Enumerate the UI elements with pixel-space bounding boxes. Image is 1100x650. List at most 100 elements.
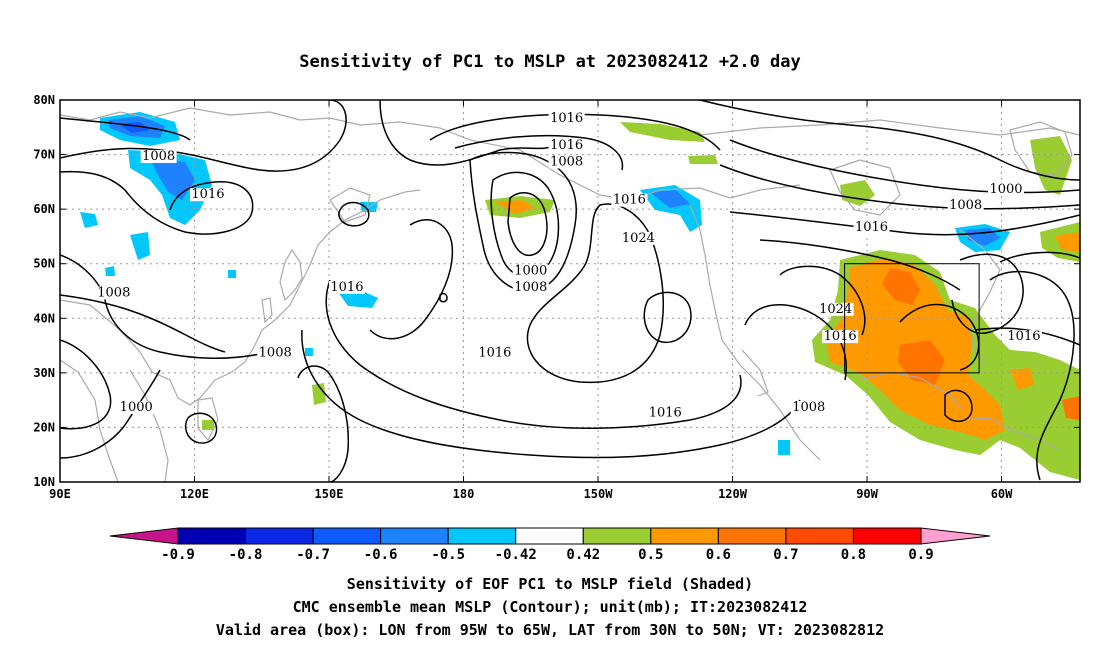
contour-label-bg — [548, 139, 585, 153]
lon-label: 150W — [584, 487, 614, 501]
contour-line — [507, 192, 548, 256]
coastline-asia — [60, 107, 471, 141]
coastline-caribbean — [959, 417, 1061, 451]
positive-patch-main — [882, 268, 920, 305]
colorbar: -0.9 -0.8 -0.7 -0.6 -0.5 -0.42 0.42 0.5 0.6 0.7 0.… — [109, 527, 991, 563]
positive-patch — [1030, 136, 1072, 195]
negative-patch — [640, 185, 702, 232]
contour-line — [325, 279, 742, 429]
coastline-korea — [261, 297, 273, 324]
contour-label: 1016 — [1007, 329, 1040, 344]
contour-label-bg — [790, 401, 827, 415]
contour-label-bg — [257, 346, 294, 360]
mslp-contours — [60, 100, 1080, 482]
lon-label: 150E — [315, 487, 344, 501]
colorbar-label: 0.6 — [706, 547, 731, 563]
colorbar-swatch — [177, 527, 247, 545]
contour-label: 1016 — [855, 220, 888, 235]
contour-label: 1016 — [824, 329, 857, 344]
negative-patch — [338, 290, 378, 308]
contour-label-bg — [512, 264, 549, 278]
contour-line — [439, 292, 448, 303]
contour-line — [184, 412, 218, 444]
footer-line-1: Sensitivity of EOF PC1 to MSLP field (Sh… — [347, 575, 753, 593]
positive-patch-main — [1062, 396, 1080, 420]
colorbar-swatch — [515, 527, 584, 545]
contour-line — [974, 327, 1080, 346]
colorbar-label: -0.9 — [161, 547, 195, 563]
positive-patch — [495, 200, 535, 214]
coastline-japan — [279, 248, 303, 302]
contour-label: 1008 — [97, 285, 130, 300]
lat-label: 30N — [33, 366, 55, 380]
colorbar-swatch — [650, 527, 719, 545]
contour-line — [951, 253, 1024, 334]
positive-patch — [1055, 232, 1080, 252]
figure-title: Sensitivity of PC1 to MSLP at 2023082412… — [299, 52, 801, 72]
contour-label: 1016 — [649, 406, 682, 421]
contour-line — [60, 170, 254, 235]
lat-label: 50N — [33, 257, 55, 271]
contour-line — [429, 113, 721, 151]
contour-line — [60, 254, 261, 360]
contour-line — [60, 369, 161, 459]
coastline-indochina — [129, 369, 169, 482]
contour-label: 1016 — [191, 187, 224, 202]
lon-label: 120E — [180, 487, 209, 501]
colorbar-label: -0.8 — [229, 547, 263, 563]
contour-label: 1000 — [989, 182, 1022, 197]
positive-patch-main — [898, 340, 945, 385]
contour-label: 1008 — [550, 154, 583, 169]
coastline-philippines — [197, 397, 219, 442]
contour-line — [989, 270, 1075, 481]
contour-label-bg — [822, 330, 859, 344]
contour-label-bg — [620, 231, 657, 245]
lat-label: 80N — [33, 93, 55, 107]
contour-label: 1008 — [949, 198, 982, 213]
valid-area-box — [844, 263, 980, 374]
negative-patch — [130, 232, 150, 260]
contour-label-bg — [140, 150, 177, 164]
colorbar-low-triangle — [109, 527, 179, 545]
colorbar-label: 0.9 — [908, 547, 933, 563]
colorbar-swatch — [582, 527, 652, 545]
contour-line — [379, 100, 556, 166]
contour-line — [60, 100, 347, 172]
contour-label-bg — [118, 401, 155, 415]
negative-patch — [228, 270, 236, 278]
lon-label: 120W — [718, 487, 748, 501]
contour-label-bg — [189, 188, 226, 202]
contour-label: 1000 — [120, 400, 153, 415]
coastline-arctic — [699, 119, 1080, 136]
coastline-hudson — [829, 159, 901, 216]
contour-label-bg — [988, 182, 1025, 196]
colorbar-swatch — [785, 527, 854, 545]
contour-line — [60, 117, 191, 141]
coastline-greenland — [1009, 121, 1073, 176]
lat-label: 60N — [33, 202, 55, 216]
coastline-baja — [741, 349, 769, 397]
sensitivity-shading — [80, 112, 1080, 480]
negative-patch — [80, 212, 98, 228]
contour-label: 1016 — [478, 345, 511, 360]
lat-label: 20N — [33, 420, 55, 434]
contour-label: 1016 — [550, 111, 583, 126]
contour-label-bg — [611, 193, 648, 207]
contour-label-bg — [647, 406, 684, 420]
contour-line — [297, 365, 350, 482]
contour-line — [944, 389, 973, 423]
contour-line — [699, 100, 1080, 181]
contour-line — [643, 291, 692, 343]
contour-line — [454, 134, 624, 171]
contour-label: 1024 — [819, 302, 852, 317]
contour-label: 1008 — [514, 280, 547, 295]
colorbar-swatch — [717, 527, 787, 545]
negative-patch — [305, 348, 313, 356]
positive-patch — [312, 383, 326, 405]
contour-label: 1000 — [514, 264, 547, 279]
map-border — [59, 99, 1081, 483]
negative-patch — [650, 190, 690, 208]
negative-patch — [778, 440, 790, 455]
negative-patch — [150, 158, 195, 200]
